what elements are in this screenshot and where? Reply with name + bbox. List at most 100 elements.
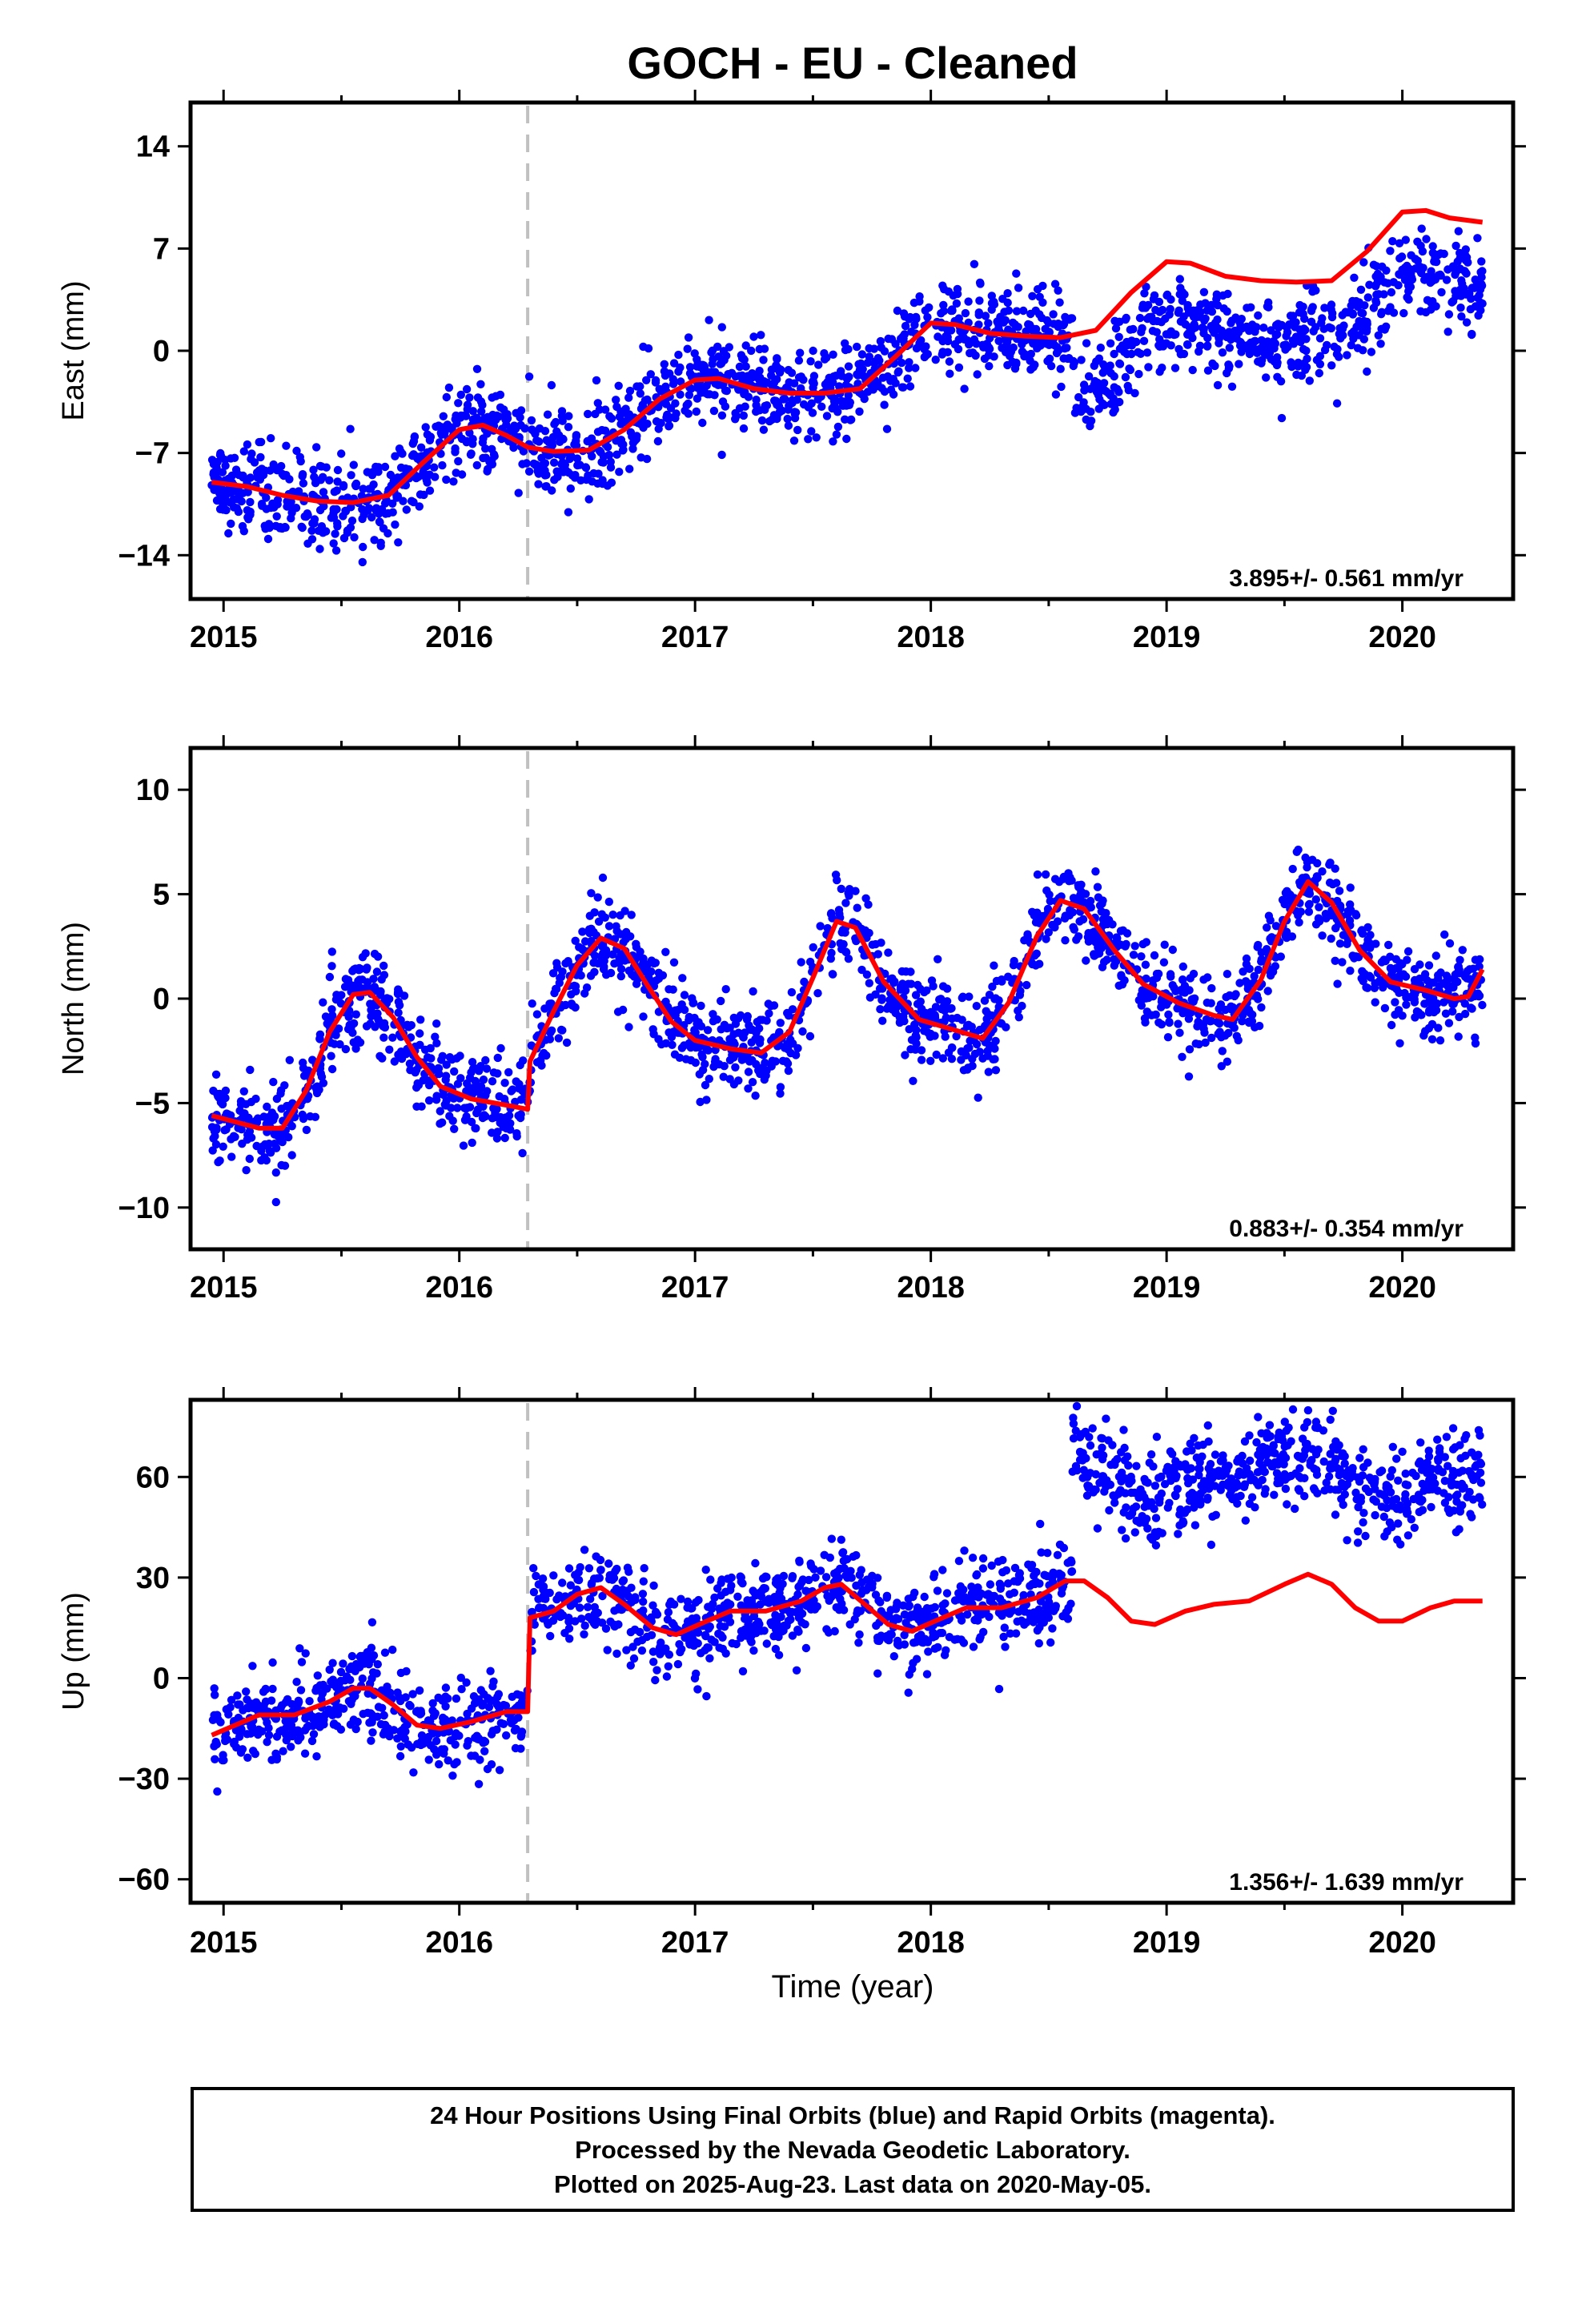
data-point	[625, 464, 634, 473]
data-point	[880, 347, 889, 356]
data-point	[296, 456, 305, 466]
data-point	[436, 449, 445, 458]
data-point	[1423, 296, 1432, 304]
data-point	[1122, 929, 1132, 938]
data-point	[1419, 1031, 1428, 1040]
data-point	[913, 999, 922, 1008]
data-point	[1195, 1465, 1204, 1474]
data-point	[1223, 368, 1231, 378]
data-point	[760, 1075, 769, 1084]
data-point	[882, 424, 892, 433]
data-point	[1245, 326, 1254, 336]
data-point	[638, 1590, 648, 1598]
data-point	[1478, 1000, 1487, 1010]
data-point	[335, 1039, 344, 1049]
data-point	[1346, 883, 1355, 892]
data-point	[327, 1064, 337, 1074]
data-point	[1444, 1019, 1454, 1027]
data-points	[207, 224, 1487, 567]
x-tick-label: 2015	[190, 621, 258, 654]
data-point	[1363, 317, 1371, 327]
data-point	[367, 1643, 376, 1652]
data-point	[991, 1036, 1000, 1046]
data-point	[564, 1624, 574, 1633]
data-point	[496, 390, 505, 400]
data-point	[283, 502, 291, 511]
data-point	[788, 1631, 797, 1640]
data-point	[468, 1138, 476, 1148]
data-point	[876, 1005, 885, 1014]
data-point	[532, 1010, 542, 1019]
data-point	[893, 368, 902, 377]
data-point	[483, 1764, 492, 1774]
data-point	[593, 893, 602, 902]
data-point	[1012, 269, 1021, 278]
data-point	[1315, 903, 1323, 912]
data-point	[1200, 1028, 1209, 1037]
y-tick-label: 5	[153, 879, 170, 912]
data-point	[756, 373, 765, 382]
data-point	[1263, 987, 1272, 995]
data-point	[812, 433, 821, 442]
data-point	[269, 1077, 278, 1087]
data-point	[1144, 993, 1153, 1003]
data-point	[924, 1028, 933, 1037]
data-point	[960, 384, 969, 393]
data-point	[1138, 939, 1147, 949]
data-point	[1478, 299, 1487, 308]
data-point	[741, 341, 750, 350]
data-point	[985, 362, 994, 371]
data-point	[1154, 1474, 1163, 1482]
data-point	[346, 1720, 355, 1729]
data-point	[522, 459, 531, 468]
data-point	[287, 1122, 296, 1131]
data-point	[857, 350, 867, 359]
data-point	[243, 440, 252, 449]
data-point	[227, 1152, 236, 1161]
data-point	[597, 942, 606, 951]
data-point	[1269, 1441, 1278, 1450]
data-point	[1299, 302, 1307, 312]
data-point	[404, 1023, 413, 1031]
data-point	[717, 323, 726, 332]
data-point	[1188, 308, 1197, 317]
data-point	[642, 376, 651, 384]
data-point	[690, 1013, 699, 1023]
data-point	[1026, 320, 1034, 329]
data-point	[349, 460, 358, 469]
data-point	[424, 1053, 432, 1062]
data-point	[778, 1056, 788, 1066]
data-point	[702, 1096, 711, 1104]
data-point	[1456, 285, 1464, 295]
y-tick-label: 10	[136, 774, 170, 807]
data-point	[816, 922, 825, 931]
data-point	[1476, 285, 1485, 294]
data-point	[321, 1012, 331, 1021]
data-point	[388, 1645, 397, 1655]
data-point	[1120, 1456, 1130, 1465]
data-point	[717, 996, 725, 1006]
data-point	[315, 545, 324, 553]
data-point	[940, 1017, 949, 1026]
data-point	[683, 344, 692, 353]
data-point	[884, 948, 893, 957]
data-point	[842, 434, 851, 444]
data-point	[242, 1166, 251, 1175]
data-point	[1206, 1017, 1215, 1026]
data-point	[1199, 975, 1208, 984]
data-point	[1335, 939, 1345, 948]
data-point	[302, 1125, 311, 1135]
data-point	[1476, 1478, 1486, 1487]
data-point	[804, 435, 813, 444]
data-point	[568, 1001, 576, 1010]
data-point	[375, 509, 383, 518]
data-point	[1440, 1477, 1450, 1486]
data-point	[863, 358, 873, 368]
data-point	[325, 1665, 334, 1675]
data-point	[359, 542, 367, 552]
data-point	[658, 971, 668, 980]
data-point	[261, 466, 270, 475]
data-point	[1301, 853, 1310, 862]
data-point	[1033, 870, 1042, 879]
data-point	[1411, 255, 1419, 263]
